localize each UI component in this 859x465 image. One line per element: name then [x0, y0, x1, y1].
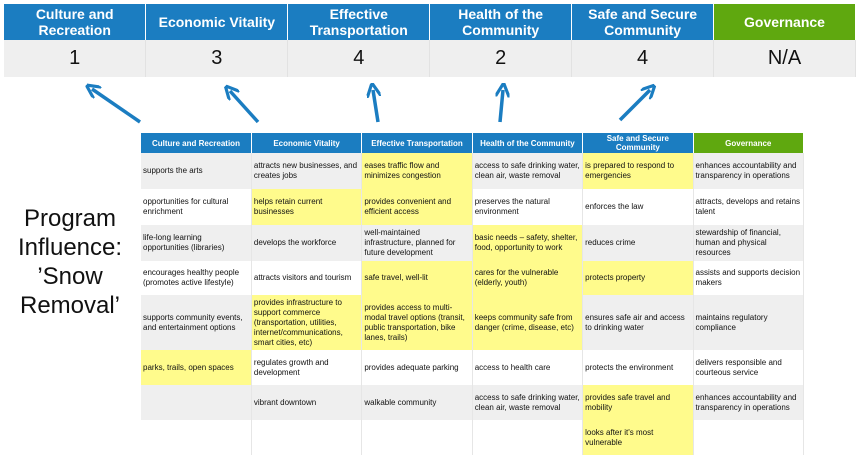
- table-cell: maintains regulatory compliance: [693, 295, 805, 350]
- summary-header: Safe and Secure Community: [571, 4, 715, 40]
- table-cell: supports the arts: [141, 153, 252, 189]
- summary-header: Culture and Recreation: [4, 4, 147, 40]
- table-cell: reduces crime: [582, 225, 694, 261]
- arrow-icon: [230, 91, 260, 124]
- table-row: supports community events, and entertain…: [141, 295, 805, 350]
- summary-score: N/A: [713, 40, 856, 77]
- grid-header: Effective Transportation: [361, 133, 473, 153]
- summary-table: Culture and Recreation Economic Vitality E…: [4, 4, 856, 77]
- table-cell: safe travel, well-lit: [361, 261, 473, 295]
- table-cell: [472, 420, 584, 455]
- table-cell: supports community events, and entertain…: [141, 295, 252, 350]
- table-cell: well-maintained infrastructure, planned …: [361, 225, 473, 261]
- summary-header: Effective Transportation: [287, 4, 431, 40]
- table-cell: stewardship of financial, human and phys…: [693, 225, 805, 261]
- summary-score: 4: [571, 40, 715, 77]
- arrow-icon: [618, 90, 650, 122]
- table-cell: provides adequate parking: [361, 350, 473, 385]
- table-cell: access to safe drinking water, clean air…: [472, 385, 584, 420]
- program-influence-label: Program Influence: ’Snow Removal’: [17, 205, 123, 319]
- table-cell: vibrant downtown: [251, 385, 363, 420]
- table-row: life-long learning opportunities (librar…: [141, 225, 805, 261]
- table-cell: access to safe drinking water, clean air…: [472, 153, 584, 189]
- table-cell: [141, 385, 252, 420]
- table-row: vibrant downtown walkable community access…: [141, 385, 805, 420]
- summary-score: 1: [4, 40, 147, 77]
- summary-score: 4: [287, 40, 431, 77]
- summary-score: 2: [429, 40, 573, 77]
- table-row: encourages healthy people (promotes acti…: [141, 261, 805, 295]
- summary-score: 3: [145, 40, 289, 77]
- table-cell: assists and supports decision makers: [693, 261, 805, 295]
- attribute-grid: Culture and Recreation Economic Vitality E…: [141, 133, 805, 455]
- grid-header: Safe and Secure Community: [582, 133, 694, 153]
- table-cell: cares for the vulnerable (elderly, youth…: [472, 261, 584, 295]
- arrow-icon: [500, 90, 503, 123]
- table-row: opportunities for cultural enrichment hel…: [141, 189, 805, 225]
- grid-header: Health of the Community: [472, 133, 584, 153]
- table-cell: encourages healthy people (promotes acti…: [141, 261, 252, 295]
- table-cell: develops the workforce: [251, 225, 363, 261]
- summary-header: Governance: [713, 4, 856, 40]
- table-cell: helps retain current businesses: [251, 189, 363, 225]
- grid-header: Governance: [693, 133, 805, 153]
- table-cell: ensures safe air and access to drinking …: [582, 295, 694, 350]
- table-cell: preserves the natural environment: [472, 189, 584, 225]
- table-cell: access to health care: [472, 350, 584, 385]
- table-cell: walkable community: [361, 385, 473, 420]
- table-cell: life-long learning opportunities (librar…: [141, 225, 252, 261]
- table-cell: enhances accountability and transparency…: [693, 153, 805, 189]
- table-row: parks, trails, open spaces regulates grow…: [141, 350, 805, 385]
- table-cell: opportunities for cultural enrichment: [141, 189, 252, 225]
- arrow-icon: [92, 89, 141, 124]
- table-cell: attracts, develops and retains talent: [693, 189, 805, 225]
- table-cell: [693, 420, 805, 455]
- summary-header: Economic Vitality: [145, 4, 289, 40]
- table-cell: protects property: [582, 261, 694, 295]
- arrow-icon: [373, 90, 378, 123]
- table-row: supports the arts attracts new businesses…: [141, 153, 805, 189]
- grid-header: Economic Vitality: [251, 133, 363, 153]
- table-cell: enhances accountability and transparency…: [693, 385, 805, 420]
- table-cell: parks, trails, open spaces: [141, 350, 252, 385]
- table-cell: provides access to multi-modal travel op…: [361, 295, 473, 350]
- table-cell: eases traffic flow and minimizes congest…: [361, 153, 473, 189]
- table-cell: looks after it's most vulnerable: [582, 420, 694, 455]
- summary-header: Health of the Community: [429, 4, 573, 40]
- table-cell: keeps community safe from danger (crime,…: [472, 295, 584, 350]
- table-cell: attracts visitors and tourism: [251, 261, 363, 295]
- table-row: looks after it's most vulnerable: [141, 420, 805, 455]
- table-cell: provides convenient and efficient access: [361, 189, 473, 225]
- table-cell: [361, 420, 473, 455]
- table-cell: [251, 420, 363, 455]
- table-cell: [141, 420, 252, 455]
- table-cell: protects the environment: [582, 350, 694, 385]
- table-cell: basic needs – safety, shelter, food, opp…: [472, 225, 584, 261]
- grid-header: Culture and Recreation: [141, 133, 252, 153]
- table-cell: delivers responsible and courteous servi…: [693, 350, 805, 385]
- table-cell: regulates growth and development: [251, 350, 363, 385]
- table-cell: attracts new businesses, and creates job…: [251, 153, 363, 189]
- table-cell: provides safe travel and mobility: [582, 385, 694, 420]
- table-cell: enforces the law: [582, 189, 694, 225]
- table-cell: is prepared to respond to emergencies: [582, 153, 694, 189]
- table-cell: provides infrastructure to support comme…: [251, 295, 363, 350]
